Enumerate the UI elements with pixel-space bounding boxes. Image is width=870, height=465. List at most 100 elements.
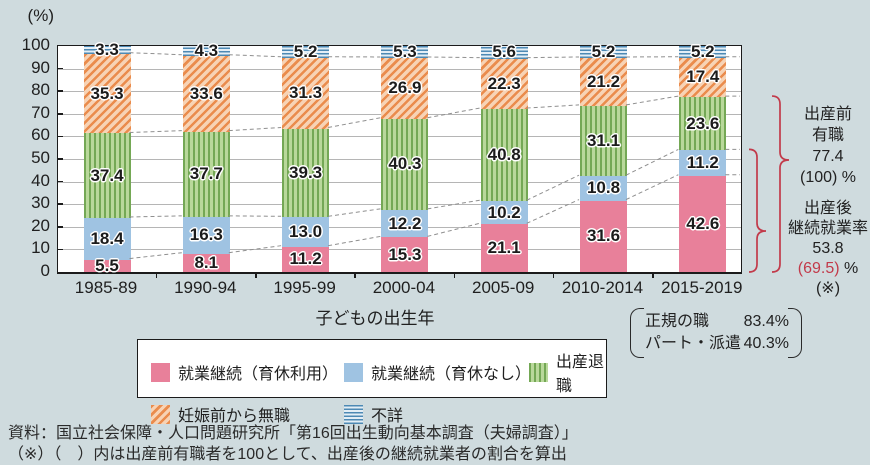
segment-1985-89-series2 bbox=[83, 133, 131, 218]
bar-value-label: 31.3 bbox=[289, 83, 323, 103]
x-axis-title: 子どもの出生年 bbox=[315, 309, 435, 328]
legend-item-ikukyu-riyo: 就業継続（育休利用） bbox=[151, 348, 344, 396]
legend-item-shussan-taishoku: 出産退職 bbox=[529, 348, 606, 396]
bar-value-label: 18.4 bbox=[90, 228, 124, 248]
segment-1990-94-series2 bbox=[182, 131, 230, 217]
segment-2005-09-series2 bbox=[480, 109, 528, 202]
y-axis-tick-label: 30 bbox=[31, 193, 50, 213]
bar-value-label: 42.6 bbox=[686, 213, 720, 233]
bar-value-label: 17.4 bbox=[686, 67, 720, 87]
x-axis-tick bbox=[453, 273, 456, 278]
stacked-bar-2000-04: 15.3 12.2 40.3 26.9 5.3 bbox=[381, 42, 429, 272]
y-axis-tick-label: 70 bbox=[31, 102, 50, 122]
note-box-label: 正規の職 bbox=[645, 313, 710, 330]
bar-value-label: 40.3 bbox=[388, 154, 422, 174]
segment-1990-94-series3 bbox=[182, 55, 230, 132]
bar-value-label: 5.3 bbox=[393, 42, 417, 61]
x-axis-tick bbox=[652, 273, 654, 278]
segment-2010-2014-series2 bbox=[580, 105, 627, 177]
note-box-value: 40.3% bbox=[743, 335, 789, 352]
source-note: 資料：国立社会保障・人口問題研究所「第16回出生動向基本調査（夫婦調査）」 bbox=[8, 425, 578, 442]
legend-label: 出産退職 bbox=[556, 354, 605, 395]
segment-2005-09-series0 bbox=[480, 224, 528, 272]
stacked-bar-2015-2019: 42.6 11.2 23.6 17.4 5.2 bbox=[679, 42, 727, 272]
y-axis-tick-label: 60 bbox=[31, 125, 50, 145]
y-axis-tick bbox=[58, 67, 63, 70]
annotation-line: 継続就業率 bbox=[788, 220, 869, 237]
annotation-line: 53.8 bbox=[812, 240, 844, 257]
segment-2015-2019-series3 bbox=[679, 57, 727, 98]
x-axis-tick-label: 1995-99 bbox=[273, 278, 336, 297]
annotation-red-value: (69.5) bbox=[797, 260, 840, 277]
y-axis-tick bbox=[58, 113, 63, 115]
annotation-pre-birth-employed: 出産前 有職 77.4 (100) % bbox=[788, 104, 868, 188]
annotation-line: 有職 bbox=[811, 127, 844, 144]
x-axis-tick-label: 2010-2014 bbox=[561, 278, 644, 297]
legend: 就業継続（育休利用） 就業継続（育休なし） 出産退職 妊娠前から無職 不詳 bbox=[137, 339, 607, 425]
bar-value-label: 21.2 bbox=[586, 71, 621, 91]
bar-value-label: 5.6 bbox=[492, 42, 516, 62]
segment-1995-99-series2 bbox=[282, 128, 330, 218]
x-axis-tick-label: 1985-89 bbox=[74, 278, 138, 297]
x-axis-tick bbox=[552, 273, 555, 278]
bar-value-label: 33.6 bbox=[189, 83, 223, 103]
segment-2015-2019-series0 bbox=[679, 175, 727, 272]
x-axis-tick-label: 2000-04 bbox=[372, 278, 436, 297]
bar-value-label: 39.3 bbox=[289, 162, 323, 182]
bar-value-label: 11.2 bbox=[686, 153, 719, 173]
x-axis-tick-label: 2015-2019 bbox=[661, 278, 743, 297]
bar-value-label: 8.1 bbox=[194, 252, 219, 272]
bar-value-label: 37.7 bbox=[189, 164, 223, 184]
bar-value-label: 15.3 bbox=[388, 244, 422, 264]
note-box-label: パート・派遣 bbox=[645, 335, 742, 352]
bar-value-label: 5.2 bbox=[591, 42, 616, 62]
y-axis-tick bbox=[58, 180, 63, 183]
bar-value-label: 35.3 bbox=[90, 83, 124, 103]
segment-1995-99-series1 bbox=[282, 217, 330, 247]
y-axis-tick bbox=[58, 158, 63, 160]
legend-label: 不詳 bbox=[371, 408, 404, 425]
y-axis-tick-label: 100 bbox=[21, 35, 50, 54]
segment-2015-2019-series4 bbox=[679, 46, 727, 58]
bar-value-label: 12.2 bbox=[388, 213, 422, 233]
y-axis-tick bbox=[58, 248, 63, 251]
legend-label: 就業継続（育休なし） bbox=[371, 366, 532, 383]
legend-swatch-pink-icon bbox=[151, 362, 170, 382]
segment-1985-89-series1 bbox=[83, 218, 131, 260]
segment-2015-2019-series2 bbox=[679, 97, 727, 151]
y-axis-tick bbox=[58, 203, 63, 205]
y-axis-tick-label: 90 bbox=[31, 57, 50, 77]
legend-label: 就業継続（育休利用） bbox=[178, 366, 339, 383]
annotation-line: (69.5) % bbox=[788, 259, 868, 279]
note-box-right-paren bbox=[788, 308, 802, 358]
x-axis-tick bbox=[155, 273, 158, 278]
y-axis-tick-label: 80 bbox=[31, 80, 50, 100]
segment-2010-2014-series0 bbox=[580, 200, 627, 272]
bar-value-label: 23.6 bbox=[686, 113, 720, 133]
y-axis-tick bbox=[58, 226, 63, 228]
bar-value-label: 22.3 bbox=[487, 73, 521, 93]
legend-swatch-bluelines-icon bbox=[344, 404, 363, 424]
bar-value-label: 10.8 bbox=[586, 178, 621, 198]
segment-2005-09-series1 bbox=[480, 201, 528, 225]
annotation-percent-suffix: % bbox=[839, 260, 859, 277]
bar-value-label: 5.2 bbox=[690, 41, 715, 61]
plot-area: 5.5 18.4 37.4 35.3 3.3 8.1 16.3 37.7 33.6 4.3 11.2… bbox=[57, 40, 742, 275]
segment-2005-09-series4 bbox=[480, 46, 528, 59]
bar-value-label: 3.3 bbox=[95, 39, 119, 59]
bar-value-label: 10.2 bbox=[487, 202, 521, 222]
segment-2015-2019-series1 bbox=[679, 150, 727, 176]
x-axis-tick bbox=[354, 273, 356, 278]
segment-1990-94-series4 bbox=[182, 46, 230, 56]
note-box-rows: 正規の職 83.4% パート・派遣 40.3% bbox=[645, 311, 789, 355]
segment-1990-94-series0 bbox=[182, 253, 230, 272]
y-axis-tick-label: 40 bbox=[31, 170, 50, 190]
segment-2000-04-series4 bbox=[381, 46, 429, 58]
note-box-employment-type: 正規の職 83.4% パート・派遣 40.3% bbox=[630, 308, 802, 358]
legend-item-ninshinmae-mushoku: 妊娠前から無職 bbox=[151, 402, 344, 426]
y-axis-tick-label: 0 bbox=[40, 261, 50, 280]
bar-value-label: 5.5 bbox=[95, 255, 119, 275]
calculation-note: （※）（ ）内は出産前有職者を100として、出産後の継続就業者の割合を算出 bbox=[8, 446, 567, 463]
segment-2000-04-series3 bbox=[381, 58, 429, 119]
segment-2010-2014-series1 bbox=[580, 176, 627, 201]
